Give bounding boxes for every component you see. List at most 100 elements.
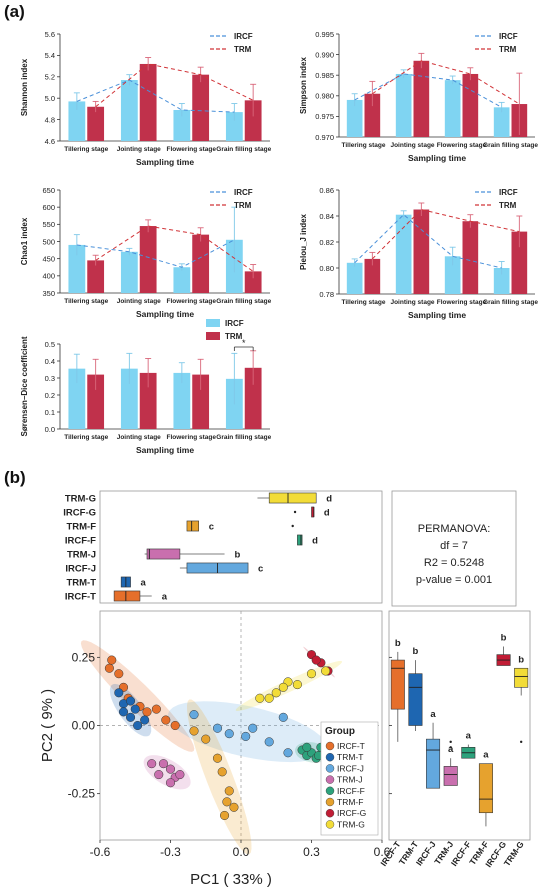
vertical-boxplot: bIRCF-TbTRM-TaIRCF-JaTRM-JaIRCF-FaTRM-Fb… xyxy=(378,610,531,869)
x-tick-label: 0.3 xyxy=(303,845,320,859)
data-point xyxy=(222,797,232,807)
legend-marker xyxy=(325,764,335,773)
x-tick-label: Grain filling stage xyxy=(216,434,271,441)
x-tick-label: -0.6 xyxy=(90,845,111,859)
x-tick-label: Flowering stage xyxy=(167,146,217,153)
y-tick-label: 0.995 xyxy=(315,30,334,39)
data-point xyxy=(165,778,176,788)
data-point xyxy=(212,753,223,763)
ircf-bar xyxy=(68,244,86,293)
y-tick-label: 450 xyxy=(42,254,55,263)
y-tick-label: 4.6 xyxy=(45,137,55,146)
ircf-bar xyxy=(173,372,191,429)
ircf-bar xyxy=(120,80,138,141)
boxplot-row-label: TRM-T xyxy=(66,578,96,589)
trm-bar xyxy=(192,74,210,141)
trm-bar xyxy=(462,73,479,137)
box xyxy=(297,534,303,546)
legend-label: IRCF-J xyxy=(337,763,364,773)
ircf-trend-line xyxy=(354,73,502,108)
data-point xyxy=(158,759,168,769)
legend-marker xyxy=(325,809,335,818)
data-point xyxy=(302,742,312,752)
data-point xyxy=(107,655,117,665)
legend-label: TRM xyxy=(225,332,243,341)
data-point xyxy=(142,707,152,717)
data-point xyxy=(220,810,230,821)
legend-label: IRCF xyxy=(499,32,518,41)
significance-letter: d xyxy=(326,494,332,505)
legend-marker xyxy=(325,753,335,762)
y-tick-label: 0.0 xyxy=(45,425,55,434)
x-tick-label: Flowering stage xyxy=(437,142,487,149)
y-tick-label: 550 xyxy=(42,220,55,229)
ircf-bar xyxy=(173,267,191,293)
ircf-bar xyxy=(68,368,86,429)
data-point xyxy=(271,688,281,698)
y-tick-label: 0.5 xyxy=(45,340,55,349)
x-tick-label: Flowering stage xyxy=(167,298,217,305)
y-axis-label: Sørensen–Dice coefficient xyxy=(20,336,29,436)
boxplot-row-label: TRM-F xyxy=(66,522,96,533)
ircf-trend-line xyxy=(76,79,235,113)
y-tick-label: 0.2 xyxy=(45,391,55,400)
box xyxy=(443,766,458,786)
data-point xyxy=(140,715,150,725)
box xyxy=(426,738,441,789)
outlier-point xyxy=(293,510,297,514)
data-point xyxy=(114,688,124,698)
permanova-pvalue: p-value = 0.001 xyxy=(416,574,492,586)
data-point xyxy=(264,693,274,703)
data-point xyxy=(306,669,317,679)
trm-trend-line xyxy=(95,225,254,272)
y-tick-label: 0.78 xyxy=(319,290,334,299)
trm-trend-line xyxy=(95,63,254,108)
y-tick-label: 0.4 xyxy=(45,357,55,366)
y-axis-label: Simpson index xyxy=(299,57,308,114)
legend-label: TRM xyxy=(499,201,517,210)
data-point xyxy=(189,726,199,736)
trm-bar xyxy=(413,209,430,294)
trm-bar xyxy=(462,221,479,294)
data-point xyxy=(147,759,157,769)
trm-bar xyxy=(244,271,262,293)
legend-label: TRM xyxy=(234,45,252,54)
y-tick-label: 5.0 xyxy=(45,94,55,103)
data-point xyxy=(161,715,171,725)
legend-label: TRM-J xyxy=(337,775,363,785)
y-tick-label: -0.25 xyxy=(68,787,96,801)
boxplot-row-label: IRCF-T xyxy=(65,592,96,603)
legend-title: Group xyxy=(325,726,355,737)
trm-bar xyxy=(413,60,430,137)
box xyxy=(478,763,493,814)
x-tick-label: Jointing stage xyxy=(390,299,434,306)
data-point xyxy=(278,712,288,722)
x-axis-label: Sampling time xyxy=(408,153,466,163)
x-tick-label: -0.3 xyxy=(160,845,181,859)
permanova-title: PERMANOVA: xyxy=(418,523,491,535)
boxplot-row-label: IRCF-G xyxy=(63,508,96,519)
x-tick-label: 0.0 xyxy=(233,845,250,859)
significance-letter: b xyxy=(518,654,524,665)
legend-marker xyxy=(325,797,335,807)
data-point xyxy=(175,770,185,780)
y-tick-label: 0.985 xyxy=(315,71,334,80)
significance-letter: a xyxy=(448,744,454,755)
trm-bar xyxy=(139,63,157,141)
y-axis-label: Chao1 index xyxy=(20,217,29,265)
x-tick-label: Tillering stage xyxy=(342,142,386,149)
bar-chart-1: 4.6 4.8 5.0 5.2 5.4 5.6 Shannon index Sampling … xyxy=(20,30,272,167)
trm-bar xyxy=(87,106,105,141)
data-point xyxy=(154,770,164,780)
trm-bar xyxy=(87,374,105,429)
trm-bar xyxy=(364,258,381,294)
y-tick-label: 5.6 xyxy=(45,30,55,39)
bar-chart-2: 0.970 0.975 0.980 0.985 0.990 0.995 Simpson in… xyxy=(299,30,538,163)
x-tick-label: Tillering stage xyxy=(64,434,108,441)
pcoa-scatter: -0.6 -0.3 0.0 0.3 0.6 0.25 0.00 -0.25 PC2 ( 9% )… xyxy=(39,610,391,888)
trm-bar xyxy=(139,372,157,429)
legend-marker xyxy=(325,820,335,829)
y-tick-label: 0.86 xyxy=(319,186,334,195)
